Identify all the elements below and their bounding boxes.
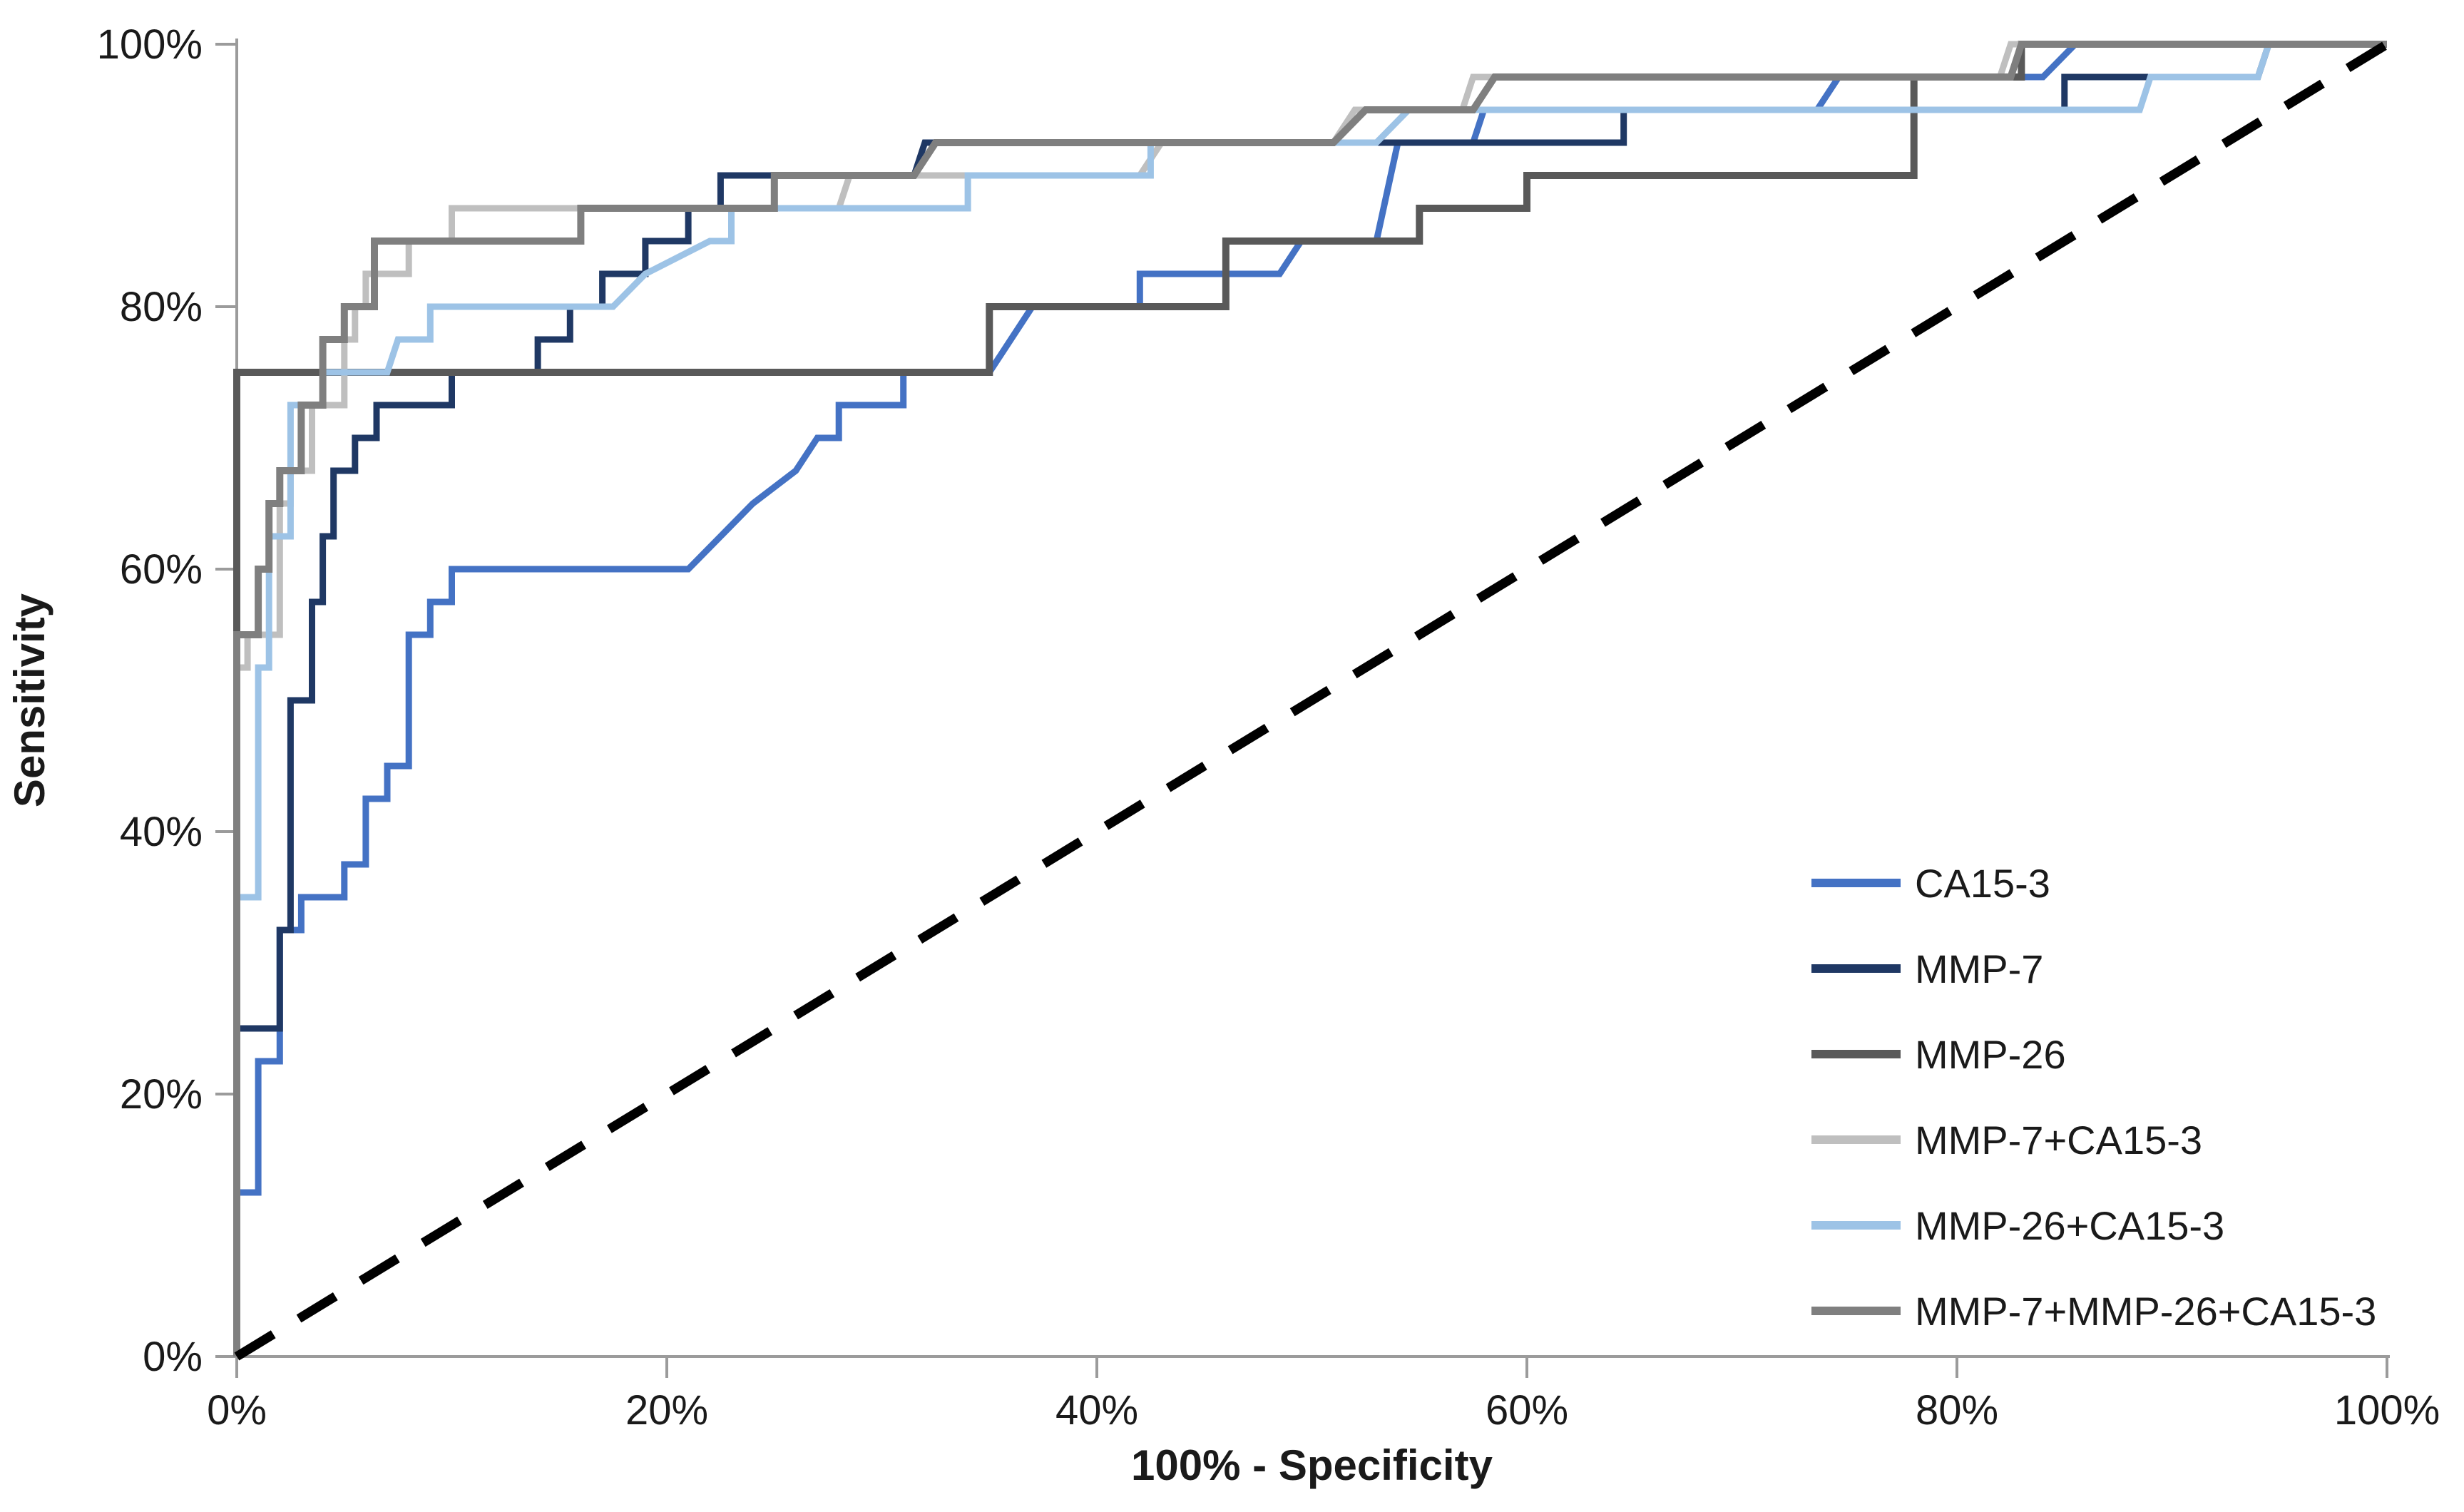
y-tick-label: 80% — [120, 284, 203, 330]
series-line-ca15-3 — [233, 41, 2387, 1357]
x-tick-label: 40% — [1055, 1387, 1138, 1434]
legend-item: MMP-7+MMP-26+CA15-3 — [1811, 1289, 2376, 1334]
legend-label: MMP-7 — [1915, 946, 2043, 991]
x-axis-title: 100% - Specificity — [1131, 1441, 1493, 1489]
y-tick-label: 40% — [120, 809, 203, 855]
legend-label: MMP-26 — [1915, 1032, 2066, 1077]
legend-label: MMP-7+MMP-26+CA15-3 — [1915, 1289, 2376, 1334]
legend-item: CA15-3 — [1811, 861, 2050, 906]
legend-item: MMP-26 — [1811, 1032, 2066, 1077]
legend-label: CA15-3 — [1915, 861, 2050, 906]
legend-label: MMP-26+CA15-3 — [1915, 1203, 2224, 1248]
x-tick-label: 20% — [625, 1387, 708, 1434]
series-line-mmp-7 — [233, 41, 2387, 1357]
x-tick-label: 60% — [1486, 1387, 1568, 1434]
x-tick-label: 80% — [1916, 1387, 1998, 1434]
y-tick-label: 20% — [120, 1071, 203, 1118]
legend-item: MMP-7+CA15-3 — [1811, 1118, 2202, 1163]
y-axis-title: Sensitivity — [6, 593, 53, 807]
y-tick-label: 60% — [120, 546, 203, 593]
series-line-mmp-7-mmp-26-ca15-3 — [233, 41, 2387, 1357]
x-tick-label: 0% — [207, 1387, 267, 1434]
legend-item: MMP-7 — [1811, 946, 2043, 991]
y-tick-label: 100% — [97, 21, 203, 68]
x-tick-label: 100% — [2334, 1387, 2440, 1434]
reference-diagonal-line — [234, 40, 2390, 1361]
legend-item: MMP-26+CA15-3 — [1811, 1203, 2224, 1248]
legend-label: MMP-7+CA15-3 — [1915, 1118, 2202, 1163]
y-tick-label: 0% — [143, 1334, 203, 1380]
